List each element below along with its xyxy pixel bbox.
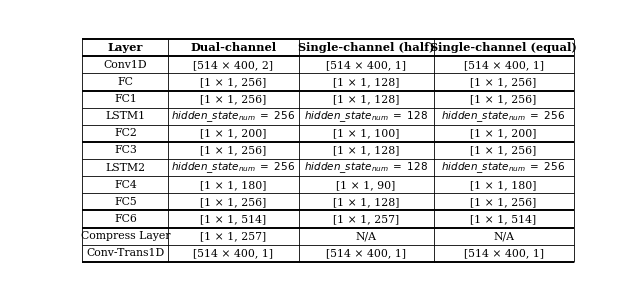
Text: N/A: N/A: [493, 231, 514, 241]
Text: [1 × 1, 256]: [1 × 1, 256]: [200, 94, 267, 104]
Text: $\mathit{hidden\_state}_{\mathit{num}}$ $=$ 128: $\mathit{hidden\_state}_{\mathit{num}}$ …: [304, 109, 428, 124]
Text: FC3: FC3: [114, 145, 137, 156]
Text: [514 × 400, 1]: [514 × 400, 1]: [463, 60, 543, 70]
Text: [1 × 1, 200]: [1 × 1, 200]: [200, 128, 267, 138]
Text: FC6: FC6: [114, 214, 137, 224]
Text: FC5: FC5: [114, 197, 137, 207]
Text: $\mathit{hidden\_state}_{\mathit{num}}$ $=$ 256: $\mathit{hidden\_state}_{\mathit{num}}$ …: [442, 109, 566, 124]
Text: $\mathit{hidden\_state}_{\mathit{num}}$ $=$ 256: $\mathit{hidden\_state}_{\mathit{num}}$ …: [442, 160, 566, 175]
Text: [1 × 1, 256]: [1 × 1, 256]: [470, 77, 537, 87]
Text: Dual-channel: Dual-channel: [191, 42, 276, 53]
Text: [514 × 400, 1]: [514 × 400, 1]: [326, 248, 406, 258]
Text: FC4: FC4: [114, 180, 137, 190]
Text: [1 × 1, 256]: [1 × 1, 256]: [470, 145, 537, 156]
Text: [1 × 1, 257]: [1 × 1, 257]: [200, 231, 266, 241]
Text: LSTM1: LSTM1: [106, 111, 145, 121]
Text: [514 × 400, 2]: [514 × 400, 2]: [193, 60, 273, 70]
Text: [514 × 400, 1]: [514 × 400, 1]: [326, 60, 406, 70]
Text: Single-channel (equal): Single-channel (equal): [430, 42, 577, 53]
Text: Conv1D: Conv1D: [104, 60, 147, 70]
Text: FC: FC: [118, 77, 133, 87]
Text: [1 × 1, 180]: [1 × 1, 180]: [470, 180, 537, 190]
Text: [1 × 1, 256]: [1 × 1, 256]: [200, 77, 267, 87]
Text: [514 × 400, 1]: [514 × 400, 1]: [463, 248, 543, 258]
Text: [1 × 1, 128]: [1 × 1, 128]: [333, 197, 399, 207]
Text: [1 × 1, 128]: [1 × 1, 128]: [333, 94, 399, 104]
Text: N/A: N/A: [356, 231, 376, 241]
Text: [1 × 1, 256]: [1 × 1, 256]: [200, 145, 267, 156]
Text: FC2: FC2: [114, 128, 137, 138]
Text: Conv-Trans1D: Conv-Trans1D: [86, 248, 164, 258]
Text: [1 × 1, 128]: [1 × 1, 128]: [333, 145, 399, 156]
Text: [1 × 1, 128]: [1 × 1, 128]: [333, 77, 399, 87]
Text: [1 × 1, 514]: [1 × 1, 514]: [470, 214, 536, 224]
Text: FC1: FC1: [114, 94, 137, 104]
Text: Single-channel (half): Single-channel (half): [298, 42, 435, 53]
Text: [1 × 1, 200]: [1 × 1, 200]: [470, 128, 537, 138]
Text: [514 × 400, 1]: [514 × 400, 1]: [193, 248, 273, 258]
Text: [1 × 1, 90]: [1 × 1, 90]: [337, 180, 396, 190]
Text: [1 × 1, 100]: [1 × 1, 100]: [333, 128, 399, 138]
Text: [1 × 1, 257]: [1 × 1, 257]: [333, 214, 399, 224]
Text: $\mathit{hidden\_state}_{\mathit{num}}$ $=$ 256: $\mathit{hidden\_state}_{\mathit{num}}$ …: [172, 160, 296, 175]
Text: [1 × 1, 256]: [1 × 1, 256]: [470, 197, 537, 207]
Text: [1 × 1, 514]: [1 × 1, 514]: [200, 214, 266, 224]
Text: LSTM2: LSTM2: [106, 163, 145, 173]
Text: $\mathit{hidden\_state}_{\mathit{num}}$ $=$ 256: $\mathit{hidden\_state}_{\mathit{num}}$ …: [172, 109, 296, 124]
Text: Layer: Layer: [108, 42, 143, 53]
Text: [1 × 1, 180]: [1 × 1, 180]: [200, 180, 267, 190]
Text: [1 × 1, 256]: [1 × 1, 256]: [200, 197, 267, 207]
Text: $\mathit{hidden\_state}_{\mathit{num}}$ $=$ 128: $\mathit{hidden\_state}_{\mathit{num}}$ …: [304, 160, 428, 175]
Text: Compress Layer: Compress Layer: [81, 231, 170, 241]
Text: [1 × 1, 256]: [1 × 1, 256]: [470, 94, 537, 104]
